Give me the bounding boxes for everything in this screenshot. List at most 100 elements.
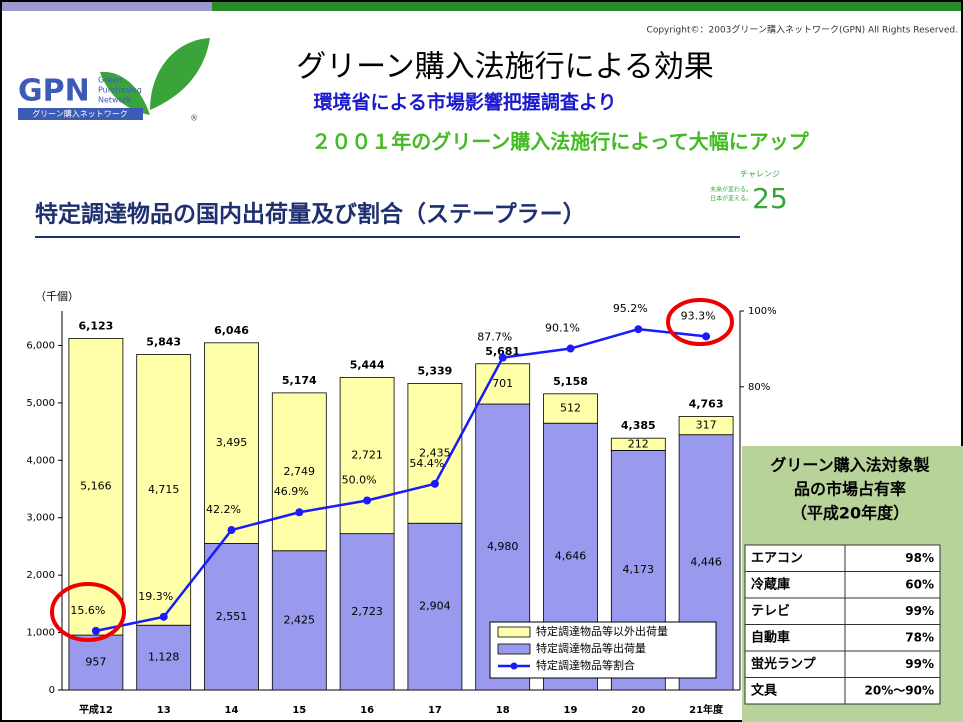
bar-value-label: 5,166 [80,480,112,493]
line-value-label: 19.3% [138,590,173,603]
line-point [363,497,371,505]
bar-value-label: 212 [628,437,649,450]
bar-value-label: 2,721 [351,449,383,462]
y-tick-label: 0 [49,685,55,696]
challenge-text: 未来が変わる。 [710,186,752,194]
legend-swatch [498,627,530,637]
x-tick-label: 14 [225,705,239,716]
line-point [160,613,168,621]
inset-cell: 冷蔵庫 [751,576,790,592]
line-point [702,332,710,340]
legend-label: 特定調達物品等以外出荷量 [536,624,668,638]
inset-cell: 99% [905,604,934,618]
inset-cell: 文具 [751,682,777,698]
highlight: ２００１年のグリーン購入法施行によって大幅にアップ [311,130,809,154]
y2-tick-label: 100% [748,306,777,317]
inset-title: 品の市場占有率 [794,480,906,499]
legend-label: 特定調達物品等割合 [536,658,635,672]
line-value-label: 54.4% [409,457,444,470]
slide: Copyright©：2003グリーン購入ネットワーク(GPN) All Rig… [0,0,963,722]
inset-cell: 20%～90% [865,683,934,697]
line-value-label: 90.1% [545,322,580,335]
total-label: 5,843 [146,335,181,348]
inset-title: （平成20年度） [791,504,909,523]
bar-value-label: 701 [492,377,513,390]
chart-title: 特定調達物品の国内出荷量及び割合（ステープラー） [35,201,586,228]
bar-value-label: 512 [560,402,581,415]
total-label: 6,046 [214,324,249,337]
logo-mark: ® [190,114,198,123]
line-point [92,627,100,635]
subtitle: 環境省による市場影響把握調査より [313,91,616,114]
copyright: Copyright©：2003グリーン購入ネットワーク(GPN) All Rig… [647,24,958,36]
line-value-label: 15.6% [70,604,105,617]
chart: 01,0002,0003,0004,0005,0006,00080%100%95… [26,302,776,716]
line-point [295,508,303,516]
x-tick-label: 19 [564,705,578,716]
inset-cell: エアコン [751,551,803,566]
logo-text: Network [98,96,132,105]
y-tick-label: 5,000 [26,398,55,409]
bar-value-label: 4,715 [148,483,180,496]
inset-cell: 自動車 [751,629,790,645]
x-tick-label: 平成12 [79,703,113,716]
inset-cell: テレビ [751,603,790,619]
y-tick-label: 2,000 [26,570,55,581]
challenge-text: 日本が変える。 [710,195,752,203]
logo-caption: グリーン購入ネットワーク [32,109,128,119]
bar-value-label: 2,425 [284,613,316,626]
page: Copyright©：2003グリーン購入ネットワーク(GPN) All Rig… [0,0,963,722]
bar-value-label: 2,723 [351,605,383,618]
line-point [431,480,439,488]
y-tick-label: 6,000 [26,340,55,351]
total-label: 4,763 [689,397,724,410]
line-value-label: 93.3% [681,309,716,322]
bar-value-label: 4,446 [690,555,722,568]
y-tick-label: 1,000 [26,628,55,639]
x-tick-label: 18 [496,705,510,716]
total-label: 5,174 [282,374,317,387]
logo-text: Purchasing [98,86,142,95]
logo-text: GPN [18,74,90,109]
legend-swatch [498,644,530,654]
inset-cell: 蛍光ランプ [751,656,817,672]
y-unit: （千個） [35,290,79,303]
x-tick-label: 13 [157,705,171,716]
bar-value-label: 4,646 [555,550,587,563]
inset-cell: 99% [905,657,934,671]
line-value-label: 95.2% [613,302,648,315]
title: グリーン購入法施行による効果 [296,50,714,85]
bar-value-label: 2,749 [284,465,316,478]
legend-label: 特定調達物品等出荷量 [536,641,646,655]
bar-value-label: 317 [696,419,717,432]
x-tick-label: 16 [360,705,374,716]
inset-cell: 60% [905,577,934,591]
total-label: 4,385 [621,419,656,432]
line-point [634,325,642,333]
y2-tick-label: 80% [748,382,770,393]
bar-value-label: 4,980 [487,540,519,553]
total-label: 5,444 [350,358,385,371]
bar-value-label: 2,551 [216,610,248,623]
x-tick-label: 21年度 [689,703,724,716]
bar-value-label: 2,904 [419,600,451,613]
inset-title: グリーン購入法対象製 [770,456,929,475]
bar-value-label: 1,128 [148,651,180,664]
bar-value-label: 4,173 [623,563,655,576]
logo-text: Green [98,76,122,85]
bar-value-label: 3,495 [216,436,248,449]
line-point [567,345,575,353]
x-tick-label: 20 [631,705,645,716]
total-label: 5,158 [553,375,588,388]
total-label: 6,123 [79,319,114,332]
line-value-label: 42.2% [206,503,241,516]
line-value-label: 46.9% [274,485,309,498]
line-point [499,354,507,362]
inset-cell: 98% [905,551,934,565]
challenge-number: 25 [752,182,788,215]
total-label: 5,339 [418,364,453,377]
y-tick-label: 3,000 [26,513,55,524]
line-value-label: 87.7% [477,331,512,344]
line-point [228,526,236,534]
line-value-label: 50.0% [342,474,377,487]
